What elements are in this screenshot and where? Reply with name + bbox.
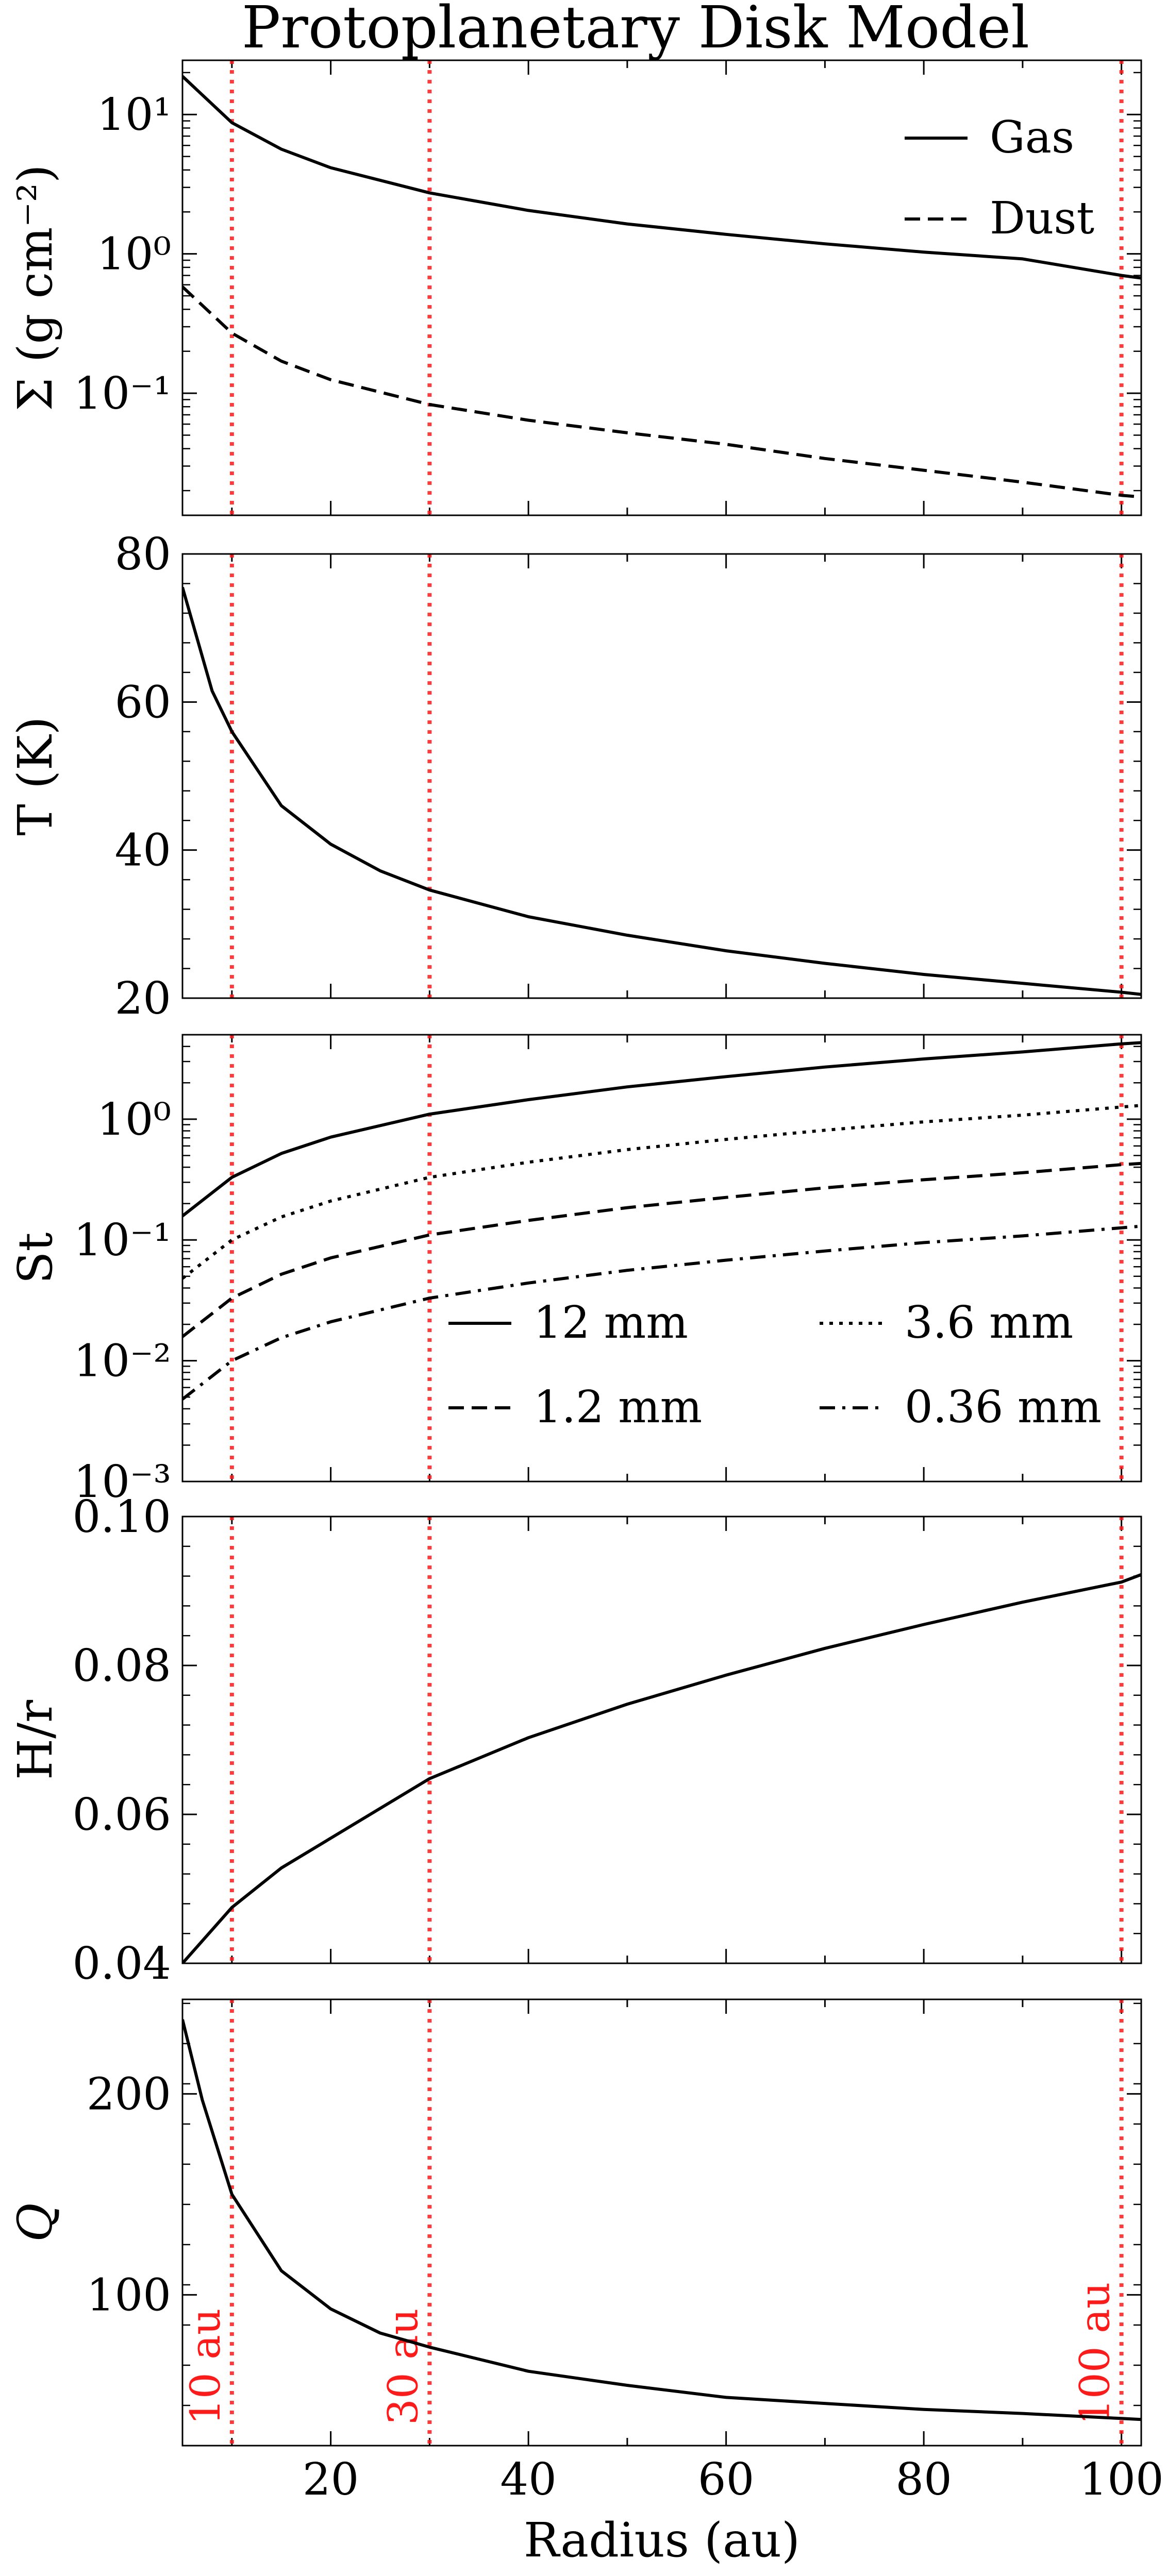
series-line-12-mm [182, 1041, 1141, 1218]
x-tick-label: 80 [895, 2454, 952, 2505]
y-axis-label: Q [8, 2203, 63, 2242]
y-tick-label: 10⁻² [74, 1336, 171, 1387]
y-axis-label: H/r [8, 1700, 63, 1780]
panel-2: 20 40 60 80 T (K) [8, 529, 1142, 1024]
chart-title: Protoplanetary Disk Model [242, 0, 1029, 61]
panel-3: 10⁻³ 10⁻² 10⁻¹ 10⁰ St 12 mm 3.6 mm 1.2 mm 0.36 m… [8, 1034, 1142, 1508]
y-tick-label: 10⁰ [97, 1094, 171, 1146]
y-tick-label: 0.08 [73, 1640, 171, 1692]
series-group [182, 586, 1141, 996]
x-tick-label: 100 [1079, 2454, 1164, 2505]
series-group [182, 1573, 1141, 1963]
y-tick-label: 200 [87, 2068, 171, 2120]
y-axis-label: St [8, 1232, 63, 1284]
axes-frame [181, 1998, 1142, 2447]
vline-label: 10 au [181, 2309, 229, 2425]
series-line-1-2-mm [182, 1161, 1141, 1338]
axes-frame [181, 59, 1142, 516]
y-tick-label: 0.06 [73, 1789, 171, 1841]
axes-frame [181, 1516, 1142, 1964]
y-axis-label: T (K) [8, 716, 63, 835]
y-tick-label: 40 [115, 825, 171, 877]
y-tick-label: 10⁻¹ [74, 1215, 171, 1266]
y-tick-label: 100 [87, 2269, 171, 2321]
x-tick-label: 20 [303, 2454, 359, 2505]
series-line-main [182, 1573, 1141, 1963]
panel-1: 10⁻¹ 10⁰ 10¹ Σ (g cm⁻²) Gas Dust [8, 59, 1142, 516]
vline-label: 100 au [1071, 2282, 1119, 2425]
series-line-dust [182, 285, 1141, 499]
y-tick-label: 10¹ [97, 89, 171, 141]
y-tick-label: 80 [115, 529, 171, 580]
x-tick-label: 60 [698, 2454, 754, 2505]
y-tick-label: 10⁰ [97, 229, 171, 280]
legend-label: 0.36 mm [905, 1382, 1102, 1433]
y-tick-label: 20 [115, 973, 171, 1024]
axes-frame [181, 1034, 1142, 1483]
x-axis-label: Radius (au) [524, 2513, 800, 2568]
series-group [182, 75, 1141, 499]
legend-label: 3.6 mm [905, 1297, 1073, 1349]
vline-label: 30 au [379, 2309, 427, 2425]
y-tick-label: 0.04 [73, 1938, 171, 1990]
y-tick-label: 0.10 [73, 1491, 171, 1543]
y-tick-label: 60 [115, 677, 171, 728]
panel-5: 100 200 20 40 60 80 100 Radius (au) Q 10 au 30 au 1… [8, 1998, 1164, 2568]
legend-label: 1.2 mm [534, 1382, 702, 1433]
axes-frame [181, 553, 1142, 999]
y-axis-label: Σ (g cm⁻²) [8, 164, 63, 411]
panel-4: 0.04 0.06 0.08 0.10 H/r [8, 1491, 1142, 1990]
legend-label: Gas [990, 112, 1074, 163]
series-line-main [182, 2019, 1141, 2421]
y-tick-label: 10⁻¹ [74, 368, 171, 419]
legend-label: Dust [990, 193, 1094, 244]
series-line-0-36-mm [182, 1224, 1141, 1401]
series-group [182, 1041, 1141, 1401]
x-tick-label: 40 [500, 2454, 556, 2505]
y-tick-label: 10⁻³ [74, 1456, 171, 1508]
series-line-gas [182, 75, 1141, 280]
series-group [182, 2019, 1141, 2421]
series-line-main [182, 586, 1141, 996]
legend-label: 12 mm [534, 1297, 688, 1349]
series-line-3-6-mm [182, 1104, 1141, 1280]
